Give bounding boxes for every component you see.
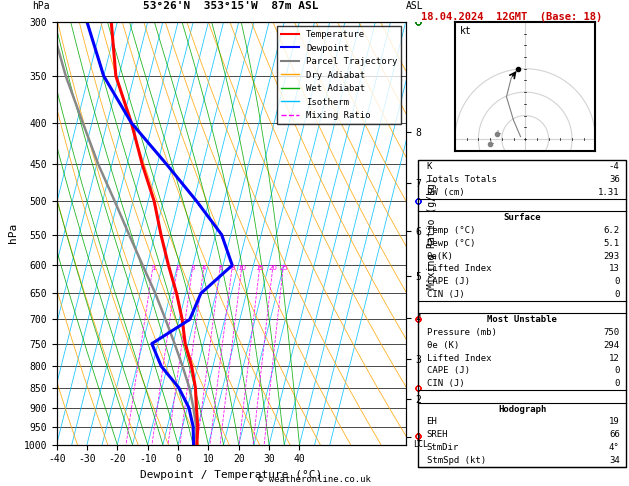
Text: CIN (J): CIN (J) (426, 379, 464, 388)
Text: 2: 2 (175, 265, 180, 271)
Text: 25: 25 (279, 265, 288, 271)
Text: 13: 13 (609, 264, 620, 273)
Text: hPa: hPa (32, 1, 50, 11)
Text: Pressure (mb): Pressure (mb) (426, 328, 496, 337)
Text: 15: 15 (255, 265, 264, 271)
Text: 6: 6 (218, 265, 223, 271)
Text: Surface: Surface (503, 213, 541, 222)
Text: 294: 294 (603, 341, 620, 350)
Text: Temp (°C): Temp (°C) (426, 226, 475, 235)
Text: Totals Totals: Totals Totals (426, 175, 496, 184)
Text: StmSpd (kt): StmSpd (kt) (426, 456, 486, 465)
Text: 5.1: 5.1 (603, 239, 620, 248)
Text: Dewp (°C): Dewp (°C) (426, 239, 475, 248)
Text: LCL: LCL (413, 440, 428, 449)
Text: 12: 12 (609, 354, 620, 363)
Text: 19: 19 (609, 417, 620, 426)
Y-axis label: hPa: hPa (8, 223, 18, 243)
Text: CIN (J): CIN (J) (426, 290, 464, 299)
Text: θe (K): θe (K) (426, 341, 459, 350)
Text: CAPE (J): CAPE (J) (426, 366, 470, 375)
Text: 53°26'N  353°15'W  87m ASL: 53°26'N 353°15'W 87m ASL (143, 1, 319, 11)
Text: Hodograph: Hodograph (498, 405, 546, 414)
Text: 0: 0 (615, 277, 620, 286)
Text: SREH: SREH (426, 430, 448, 439)
Text: 1: 1 (151, 265, 155, 271)
Text: EH: EH (426, 417, 437, 426)
Text: 293: 293 (603, 252, 620, 260)
Text: 36: 36 (609, 175, 620, 184)
Text: CAPE (J): CAPE (J) (426, 277, 470, 286)
Text: 0: 0 (615, 379, 620, 388)
Legend: Temperature, Dewpoint, Parcel Trajectory, Dry Adiabat, Wet Adiabat, Isotherm, Mi: Temperature, Dewpoint, Parcel Trajectory… (277, 26, 401, 124)
Text: StmDir: StmDir (426, 443, 459, 452)
Text: 0: 0 (615, 366, 620, 375)
Text: +: + (486, 139, 494, 149)
Text: 3: 3 (191, 265, 195, 271)
Y-axis label: Mixing Ratio (g/kg): Mixing Ratio (g/kg) (427, 177, 437, 289)
Text: 66: 66 (609, 430, 620, 439)
Text: 0: 0 (615, 290, 620, 299)
Text: kt: kt (460, 26, 471, 35)
Text: PW (cm): PW (cm) (426, 188, 464, 197)
X-axis label: Dewpoint / Temperature (°C): Dewpoint / Temperature (°C) (140, 470, 322, 480)
Text: +: + (493, 129, 501, 139)
Text: 6.2: 6.2 (603, 226, 620, 235)
Text: 20: 20 (269, 265, 277, 271)
Text: Lifted Index: Lifted Index (426, 354, 491, 363)
Text: © weatheronline.co.uk: © weatheronline.co.uk (258, 474, 371, 484)
Text: 18.04.2024  12GMT  (Base: 18): 18.04.2024 12GMT (Base: 18) (421, 12, 603, 22)
Text: θe(K): θe(K) (426, 252, 454, 260)
Text: 34: 34 (609, 456, 620, 465)
Text: 8: 8 (230, 265, 235, 271)
Text: 10: 10 (238, 265, 247, 271)
Text: 750: 750 (603, 328, 620, 337)
Text: Most Unstable: Most Unstable (487, 315, 557, 324)
Text: 1.31: 1.31 (598, 188, 620, 197)
Text: 4°: 4° (609, 443, 620, 452)
Text: -4: -4 (609, 162, 620, 171)
Text: K: K (426, 162, 432, 171)
Text: Lifted Index: Lifted Index (426, 264, 491, 273)
Text: 4: 4 (202, 265, 206, 271)
Text: km
ASL: km ASL (406, 0, 423, 11)
